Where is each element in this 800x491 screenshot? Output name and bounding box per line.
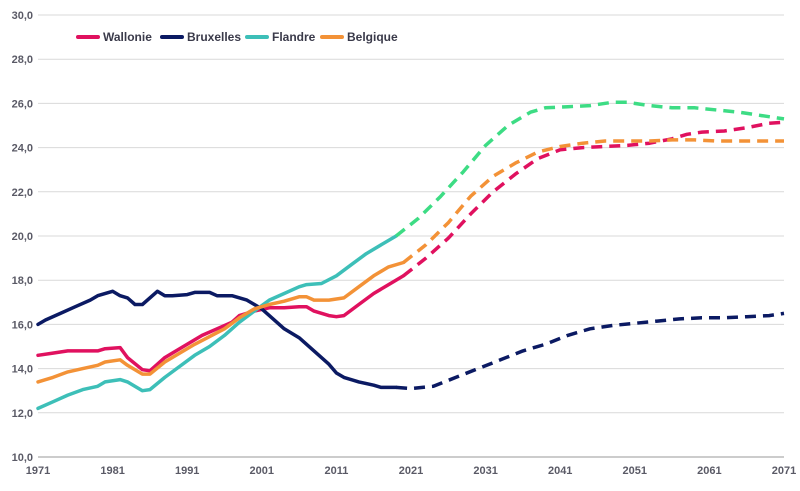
x-tick-label: 2021 xyxy=(399,465,423,477)
x-tick-label: 2051 xyxy=(623,465,647,477)
x-tick-label: 1971 xyxy=(26,465,50,477)
legend-item-belgique: Belgique xyxy=(320,30,398,44)
series-line-bruxelles-projected xyxy=(395,311,785,391)
y-tick-label: 28,0 xyxy=(12,54,33,66)
x-tick-label: 2031 xyxy=(473,465,497,477)
series-line-bruxelles-observed xyxy=(36,289,398,390)
series-line-belgique-projected xyxy=(402,138,784,264)
legend-item-flandre: Flandre xyxy=(245,30,316,44)
series-line-flandre-projected xyxy=(395,100,785,238)
y-tick-label: 26,0 xyxy=(12,98,33,110)
legend: Wallonie Bruxelles Flandre Belgique xyxy=(76,30,398,44)
y-tick-label: 18,0 xyxy=(12,275,33,287)
legend-item-bruxelles: Bruxelles xyxy=(160,30,241,44)
x-tick-label: 2001 xyxy=(250,465,274,477)
legend-label-belgique: Belgique xyxy=(347,30,398,44)
legend-label-wallonie: Wallonie xyxy=(103,30,152,44)
legend-label-flandre: Flandre xyxy=(272,30,316,44)
x-axis-ticks: 1971 1981 1991 2001 2011 2021 2031 2041 2051 2061… xyxy=(26,465,796,477)
series-line-wallonie-observed xyxy=(36,274,406,373)
series-lines xyxy=(36,100,785,411)
y-tick-label: 14,0 xyxy=(12,364,33,376)
y-tick-label: 22,0 xyxy=(12,187,33,199)
y-axis-ticks: 10,0 12,0 14,0 16,0 18,0 20,0 22,0 24,0 26,0 28,0… xyxy=(12,10,33,464)
legend-label-bruxelles: Bruxelles xyxy=(187,30,241,44)
y-tick-label: 24,0 xyxy=(12,143,33,155)
x-tick-label: 1991 xyxy=(175,465,199,477)
x-tick-label: 2071 xyxy=(772,465,796,477)
x-tick-label: 2011 xyxy=(324,465,348,477)
y-tick-label: 16,0 xyxy=(12,319,33,331)
series-line-flandre-observed xyxy=(36,234,398,411)
series-line-belgique-observed xyxy=(36,260,406,384)
y-tick-label: 10,0 xyxy=(12,452,33,464)
gridlines xyxy=(38,14,784,458)
x-tick-label: 2061 xyxy=(697,465,721,477)
x-tick-label: 1981 xyxy=(100,465,124,477)
series-line-wallonie-projected xyxy=(402,120,785,278)
y-tick-label: 20,0 xyxy=(12,231,33,243)
x-tick-label: 2041 xyxy=(548,465,572,477)
y-tick-label: 30,0 xyxy=(12,10,33,22)
y-tick-label: 12,0 xyxy=(12,408,33,420)
legend-item-wallonie: Wallonie xyxy=(76,30,152,44)
